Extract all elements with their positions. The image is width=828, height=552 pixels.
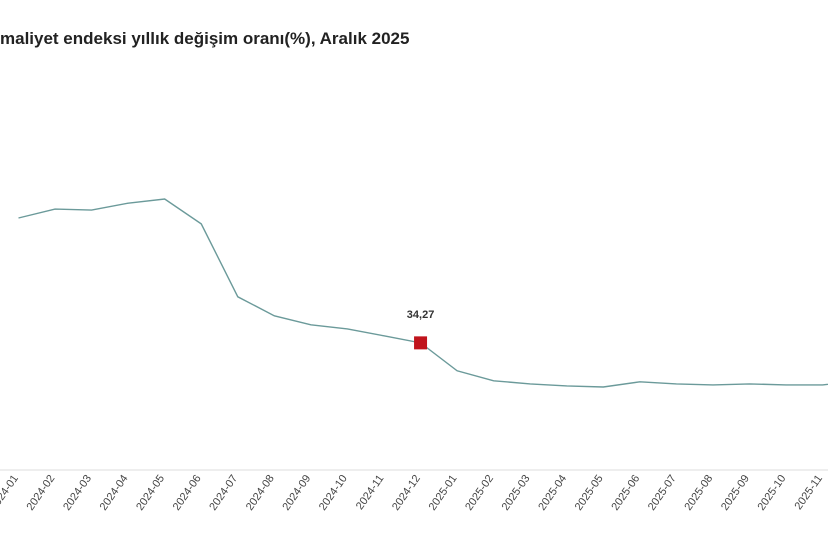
x-tick-label: 2025-08 (682, 473, 715, 513)
x-tick-label: 2025-03 (500, 473, 533, 513)
x-tick-label: 2024-02 (25, 473, 58, 513)
x-tick-label: 2025-10 (756, 473, 789, 513)
marker (414, 336, 428, 350)
line (18, 198, 828, 388)
x-tick-label: 2025-09 (719, 473, 752, 513)
x-tick-label: 2024-06 (171, 473, 204, 513)
x-tick-label: 2024-10 (317, 473, 350, 513)
x-tick-label: 2024-11 (354, 473, 387, 512)
x-tick-label: 2024-12 (390, 473, 423, 513)
x-tick-label: 2025-07 (646, 473, 679, 513)
x-tick-label: 2025-04 (536, 473, 569, 513)
x-tick-label: 2024-04 (98, 473, 131, 513)
x-tick-label: 2024-08 (244, 473, 277, 513)
x-tick-label: 2025-02 (463, 473, 496, 513)
x-tick-label: 2024-05 (134, 473, 167, 513)
x-tick-label: 2025-05 (573, 473, 606, 513)
chart-title: maliyet endeksi yıllık değişim oranı(%),… (0, 29, 409, 48)
x-tick-label: 2025-01 (427, 473, 460, 513)
x-tick-label: 2024-09 (280, 473, 313, 513)
x-tick-label: 2025-06 (609, 473, 642, 513)
x-tick-label: 2025-11 (793, 473, 826, 512)
x-tick-label: 2024-07 (207, 473, 240, 513)
value-label: 34,27 (407, 309, 435, 321)
x-tick-label: 2024-01 (0, 473, 21, 513)
x-tick-label: 2024-03 (61, 473, 94, 513)
